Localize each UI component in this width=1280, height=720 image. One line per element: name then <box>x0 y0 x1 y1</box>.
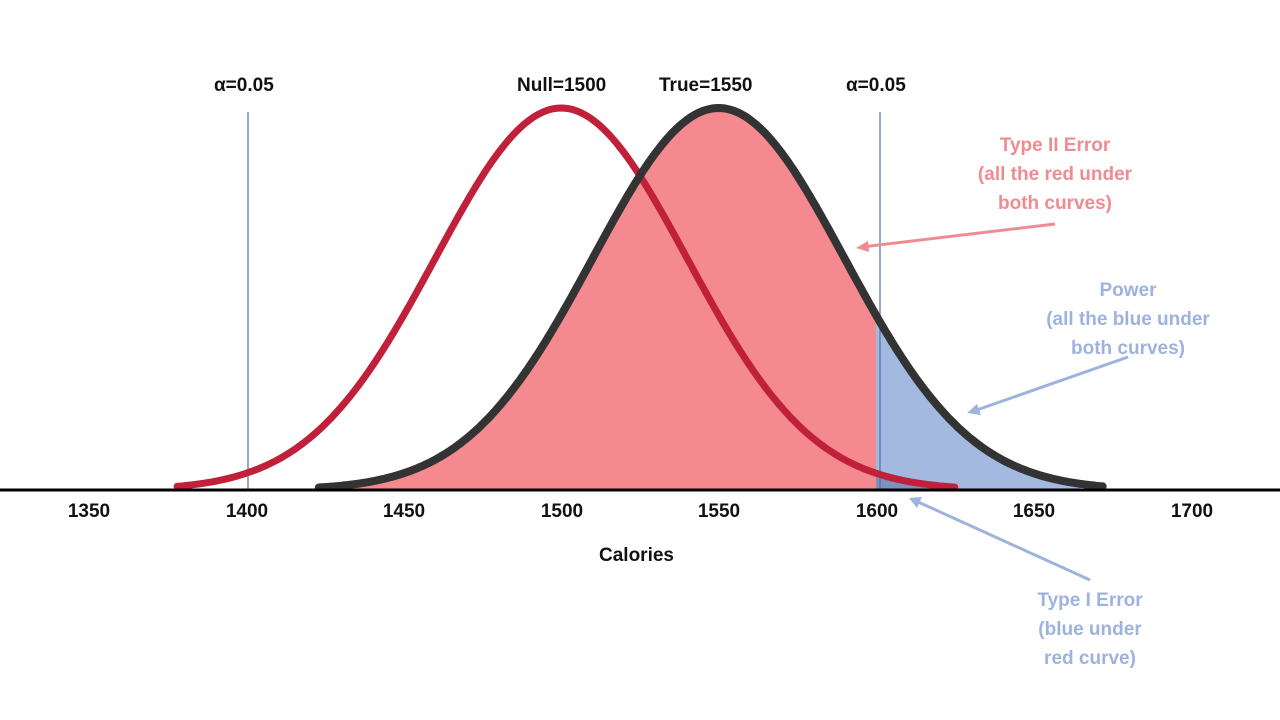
power-title: Power <box>1099 280 1157 301</box>
power-annotation: Power (all the blue under both curves) <box>1046 276 1210 363</box>
tick-label: 1500 <box>540 501 584 522</box>
power-arrow-head <box>967 404 981 415</box>
type-ii-error-title: Type II Error <box>999 135 1111 156</box>
type-ii-error-desc-1: (all the red under <box>977 164 1133 185</box>
type-i-arrow <box>915 499 1091 582</box>
type-ii-arrow <box>861 222 1056 249</box>
tick-label: 1550 <box>697 501 741 522</box>
type-i-error-annotation: Type I Error (blue under red curve) <box>1037 586 1142 673</box>
tick-label: 1650 <box>1012 501 1056 522</box>
true-distribution-curve <box>314 103 1107 492</box>
alpha-label-right: α=0.05 <box>846 75 906 96</box>
type-i-error-desc-1: (blue under <box>1038 619 1142 640</box>
alpha-label-left: α=0.05 <box>214 75 274 96</box>
null-mean-label: Null=1500 <box>517 75 607 96</box>
type-i-arrow-head <box>909 497 922 508</box>
tick-label: 1450 <box>382 501 426 522</box>
tick-label: 1350 <box>67 501 111 522</box>
tick-label: 1400 <box>225 501 269 522</box>
type-ii-error-desc-2: both curves) <box>997 193 1113 214</box>
type-i-error-title: Type I Error <box>1037 590 1143 611</box>
type-ii-error-region <box>340 108 876 490</box>
true-mean-label: True=1550 <box>659 75 753 96</box>
x-axis-title: Calories <box>599 545 674 566</box>
tick-label: 1600 <box>855 501 899 522</box>
power-arrow <box>973 355 1129 413</box>
power-desc-2: both curves) <box>1070 338 1186 359</box>
power-desc-1: (all the blue under <box>1046 309 1210 330</box>
tick-label: 1700 <box>1170 501 1214 522</box>
null-distribution-curve <box>173 104 959 491</box>
power-region <box>876 315 1081 490</box>
type-ii-error-annotation: Type II Error (all the red under both cu… <box>978 131 1132 218</box>
type-ii-arrow-head <box>856 241 869 252</box>
type-i-error-desc-2: red curve) <box>1044 648 1136 669</box>
